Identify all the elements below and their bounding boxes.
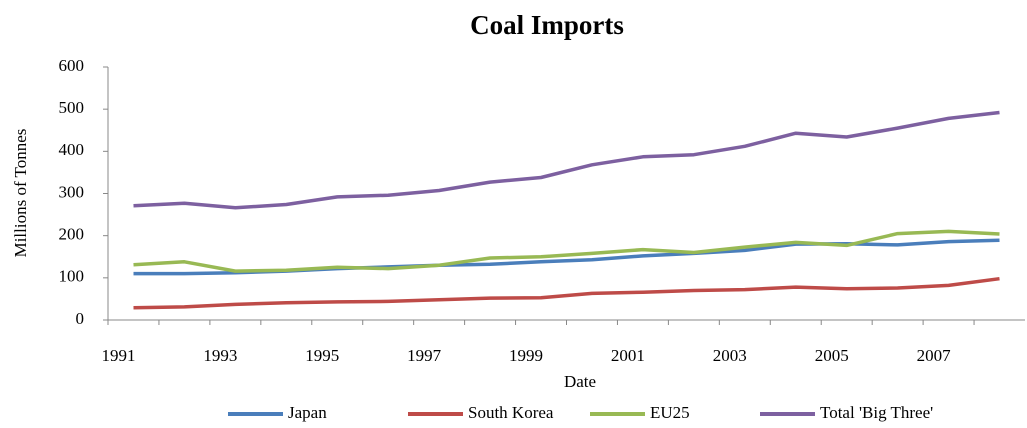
x-tick-label: 2005 — [815, 346, 849, 365]
y-tick-label: 500 — [59, 98, 85, 117]
x-tick-label: 1999 — [509, 346, 543, 365]
y-tick-label: 600 — [59, 56, 85, 75]
x-tick-label: 2001 — [611, 346, 645, 365]
x-tick-label: 1993 — [203, 346, 237, 365]
data-line — [133, 238, 1000, 276]
x-tick-label: 2007 — [917, 346, 952, 365]
y-tick-label: 300 — [59, 182, 85, 201]
x-tick-label: 2003 — [713, 346, 747, 365]
x-tick-label: 1991 — [101, 346, 135, 365]
x-tick-label: 1995 — [305, 346, 339, 365]
data-line — [133, 229, 1000, 273]
legend-label: Japan — [288, 403, 327, 422]
x-axis-label: Date — [564, 372, 596, 391]
legend-label: Total 'Big Three' — [820, 403, 933, 422]
chart-title: Coal Imports — [470, 10, 624, 40]
y-tick-label: 400 — [59, 140, 85, 159]
legend-label: EU25 — [650, 403, 690, 422]
y-axis-label: Millions of Tonnes — [11, 129, 30, 258]
data-line — [133, 110, 1000, 210]
x-tick-label: 1997 — [407, 346, 442, 365]
y-tick-label: 200 — [59, 225, 85, 244]
y-tick-label: 100 — [59, 267, 85, 286]
y-tick-label: 0 — [76, 309, 85, 328]
data-line — [133, 276, 1000, 310]
legend-label: South Korea — [468, 403, 554, 422]
